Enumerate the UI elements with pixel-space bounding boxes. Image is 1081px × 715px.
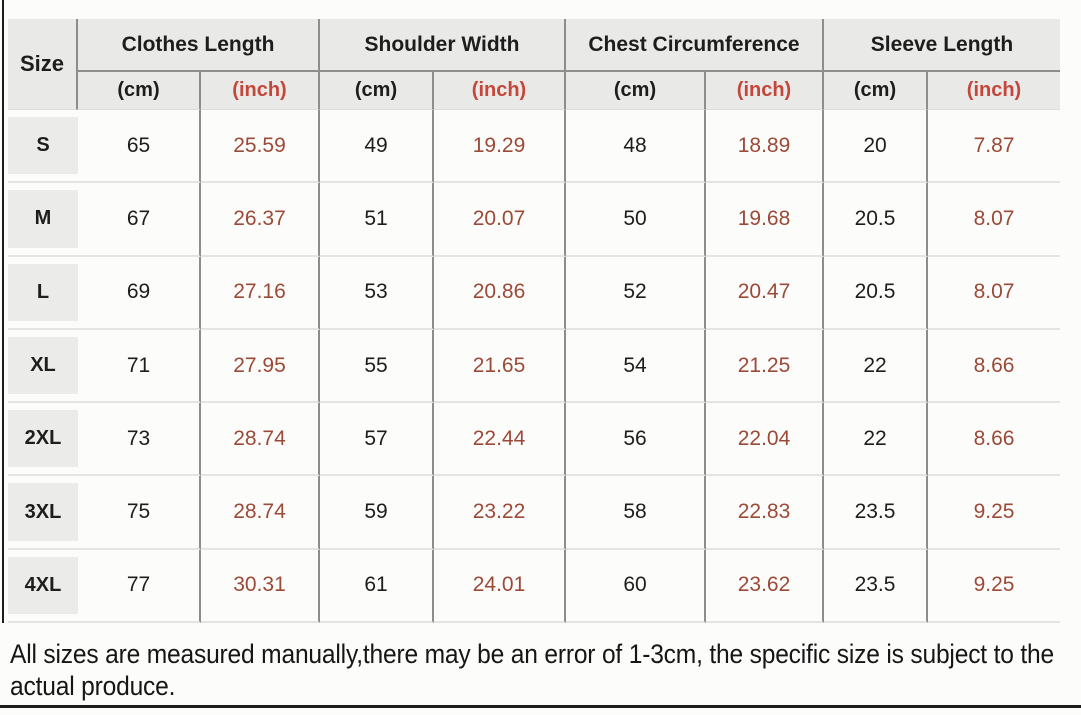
value-cell-inch: 27.16: [201, 256, 320, 330]
value-cell-inch: 8.66: [928, 403, 1060, 477]
value-cell-cm: 20: [824, 110, 928, 184]
value-cell-cm: 48: [566, 110, 706, 184]
unit-label-inch: (inch): [434, 72, 566, 110]
size-cell: M: [8, 183, 78, 257]
value-cell-cm: 57: [320, 403, 434, 477]
value-cell-inch: 28.74: [201, 403, 320, 477]
value-cell-inch: 18.89: [706, 110, 824, 184]
value-cell-cm: 49: [320, 110, 434, 184]
value-cell-inch: 23.22: [434, 476, 566, 550]
unit-label-cm: (cm): [78, 72, 201, 110]
value-cell-cm: 55: [320, 329, 434, 404]
value-cell-inch: 20.86: [434, 256, 566, 330]
value-cell-inch: 24.01: [434, 549, 566, 624]
value-cell-cm: 20.5: [824, 256, 928, 330]
value-cell-inch: 22.44: [434, 403, 566, 477]
value-cell-cm: 69: [78, 256, 201, 330]
value-cell-inch: 21.65: [434, 329, 566, 404]
value-cell-inch: 8.07: [928, 257, 1060, 330]
size-table: Size Clothes Length Shoulder Width Chest Ci…: [8, 19, 1060, 624]
size-column-header: Size: [8, 19, 78, 110]
size-cell: S: [8, 110, 78, 184]
value-cell-cm: 50: [566, 183, 706, 257]
value-cell-cm: 51: [320, 183, 434, 257]
left-frame-line: [2, 0, 4, 623]
value-cell-cm: 58: [566, 476, 706, 550]
unit-label-inch: (inch): [928, 72, 1060, 110]
value-cell-inch: 19.68: [706, 183, 824, 257]
value-cell-cm: 59: [320, 476, 434, 550]
value-cell-cm: 23.5: [824, 549, 928, 624]
value-cell-cm: 20.5: [824, 183, 928, 257]
value-cell-cm: 77: [78, 549, 201, 624]
bottom-frame-line: [0, 705, 1081, 708]
value-cell-inch: 20.07: [434, 183, 566, 257]
value-cell-inch: 22.04: [706, 403, 824, 477]
size-label: L: [8, 263, 78, 321]
value-cell-cm: 65: [78, 110, 201, 184]
measurement-note: All sizes are measured manually,there ma…: [10, 639, 1054, 702]
value-cell-cm: 23.5: [824, 476, 928, 550]
unit-label-inch: (inch): [706, 72, 824, 110]
size-cell: 3XL: [8, 476, 78, 550]
value-cell-inch: 8.07: [928, 183, 1060, 257]
value-cell-cm: 54: [566, 329, 706, 404]
unit-label-cm: (cm): [824, 72, 928, 110]
column-group-label: Shoulder Width: [320, 19, 566, 72]
unit-label-cm: (cm): [566, 72, 706, 110]
size-label: M: [8, 190, 78, 248]
value-cell-inch: 27.95: [201, 329, 320, 404]
value-cell-inch: 8.66: [928, 330, 1060, 404]
value-cell-cm: 73: [78, 403, 201, 477]
value-cell-cm: 22: [824, 403, 928, 477]
value-cell-inch: 9.25: [928, 476, 1060, 550]
value-cell-cm: 67: [78, 183, 201, 257]
size-cell: 4XL: [8, 550, 78, 624]
value-cell-cm: 53: [320, 256, 434, 330]
value-cell-cm: 60: [566, 549, 706, 624]
size-cell: 2XL: [8, 403, 78, 477]
value-cell-inch: 23.62: [706, 549, 824, 624]
value-cell-inch: 19.29: [434, 110, 566, 184]
column-group-label: Chest Circumference: [566, 19, 824, 72]
size-label: 2XL: [8, 410, 78, 468]
value-cell-inch: 21.25: [706, 329, 824, 404]
value-cell-inch: 20.47: [706, 256, 824, 330]
value-cell-inch: 30.31: [201, 549, 320, 624]
value-cell-cm: 61: [320, 549, 434, 624]
size-cell: XL: [8, 330, 78, 404]
column-group-label: Sleeve Length: [824, 19, 1060, 72]
size-label: S: [8, 117, 78, 175]
value-cell-cm: 71: [78, 329, 201, 404]
value-cell-cm: 52: [566, 256, 706, 330]
value-cell-cm: 56: [566, 403, 706, 477]
size-label: 3XL: [8, 483, 78, 541]
column-group-label: Clothes Length: [78, 19, 320, 72]
size-label: 4XL: [8, 556, 78, 615]
value-cell-cm: 75: [78, 476, 201, 550]
value-cell-inch: 28.74: [201, 476, 320, 550]
size-cell: L: [8, 257, 78, 330]
value-cell-inch: 9.25: [928, 550, 1060, 624]
unit-label-inch: (inch): [201, 72, 320, 110]
value-cell-cm: 22: [824, 329, 928, 404]
value-cell-inch: 26.37: [201, 183, 320, 257]
unit-label-cm: (cm): [320, 72, 434, 110]
size-label: XL: [8, 336, 78, 395]
value-cell-inch: 7.87: [928, 110, 1060, 184]
value-cell-inch: 22.83: [706, 476, 824, 550]
value-cell-inch: 25.59: [201, 110, 320, 184]
